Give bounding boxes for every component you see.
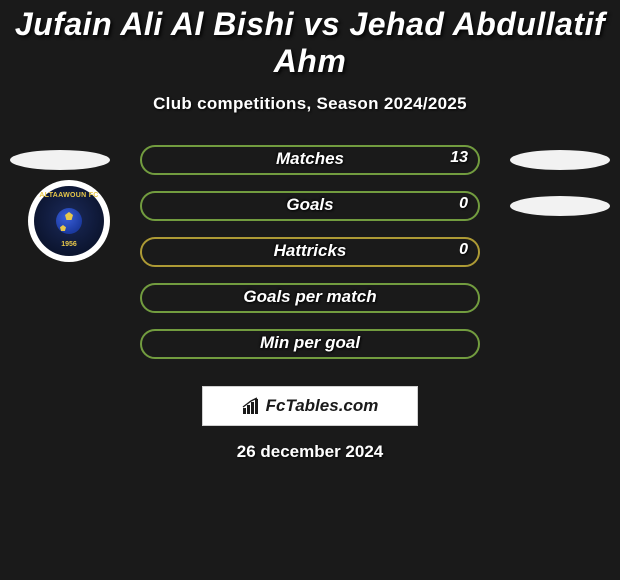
comparison-card: Jufain Ali Al Bishi vs Jehad Abdullatif … [0,0,620,462]
stat-row: Min per goal [0,328,620,374]
club-badge-left: ALTAAWOUN FC 1956 [28,180,110,262]
brand-chart-icon [242,397,260,415]
stat-bar [140,237,480,267]
stats-rows: Matches13Goals0Hattricks0Goals per match… [0,144,620,374]
brand-text: FcTables.com [266,396,379,416]
badge-year: 1956 [61,241,77,248]
subtitle: Club competitions, Season 2024/2025 [0,94,620,114]
brand-box: FcTables.com [202,386,418,426]
stat-bar [140,329,480,359]
value-pill-left [10,150,110,170]
value-pill-right [510,196,610,216]
date-label: 26 december 2024 [0,442,620,462]
stat-bar [140,283,480,313]
badge-ball-icon [56,208,82,234]
stat-bar [140,145,480,175]
stat-row: Goals per match [0,282,620,328]
value-pill-right [510,150,610,170]
club-badge-inner: ALTAAWOUN FC 1956 [34,186,104,256]
stat-bar [140,191,480,221]
stat-row: Matches13 [0,144,620,190]
page-title: Jufain Ali Al Bishi vs Jehad Abdullatif … [0,6,620,80]
badge-top-text: ALTAAWOUN FC [39,192,98,199]
